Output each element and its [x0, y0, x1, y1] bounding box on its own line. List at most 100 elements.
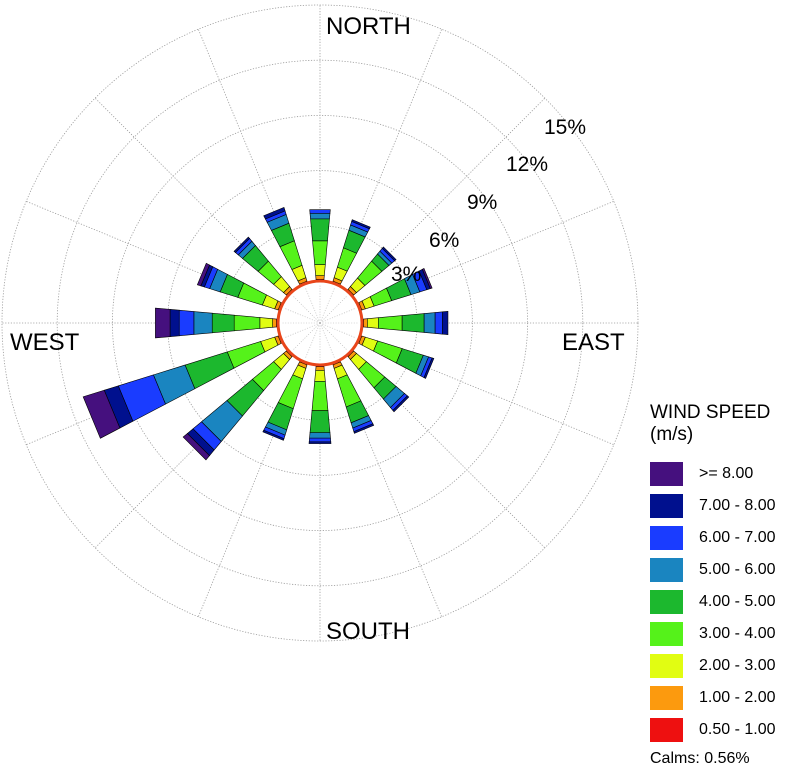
calm-spoke-7: [319, 322, 335, 359]
legend-entry: 6.00 - 7.00: [650, 522, 811, 554]
legend-entry: 2.00 - 3.00: [650, 650, 811, 682]
bar-270-bin-5: [193, 311, 213, 335]
ring-label-3: 3%: [391, 263, 422, 286]
legend-entry: 5.00 - 6.00: [650, 554, 811, 586]
bar-270-bin-1: [272, 318, 277, 328]
legend-entry: >= 8.00: [650, 458, 811, 490]
bar-90-bin-7: [442, 311, 449, 335]
ring-label-12: 12%: [506, 153, 549, 176]
legend-label: 6.00 - 7.00: [699, 529, 776, 546]
sector-45: [346, 246, 397, 297]
bar-337.5-bin-7: [263, 206, 286, 220]
legend-entry: 1.00 - 2.00: [650, 682, 811, 714]
bar-247.5-bin-3: [226, 341, 266, 369]
calm-spoke-9: [305, 322, 321, 359]
sector-225: [182, 349, 294, 461]
legend-swatch: [650, 558, 683, 582]
bar-180-bin-4: [309, 410, 331, 433]
bar-180-bin-1: [315, 366, 325, 371]
sector-112.5: [356, 335, 435, 379]
grid-ring-12: [56, 59, 584, 587]
bar-0-bin-5: [309, 213, 331, 220]
calm-spoke-6: [319, 322, 348, 351]
direction-label-south: SOUTH: [326, 618, 410, 645]
calm-spoke-5: [319, 322, 356, 338]
calm-spoke-10: [292, 322, 321, 351]
sector-337.5: [263, 206, 308, 287]
legend-label: 0.50 - 1.00: [699, 721, 776, 738]
legend-swatch: [650, 654, 683, 678]
calm-spoke-15: [305, 287, 321, 324]
calm-spoke-3: [319, 308, 356, 324]
calm-spoke-2: [319, 295, 348, 324]
ring-label-9: 9%: [467, 191, 498, 214]
legend-swatch: [650, 526, 683, 550]
bar-315-bin-7: [233, 236, 250, 253]
bar-180-bin-2: [314, 370, 326, 382]
calm-spoke-11: [284, 322, 321, 338]
bar-90-bin-4: [401, 313, 425, 333]
sector-315: [233, 236, 294, 297]
legend-entry: 3.00 - 4.00: [650, 618, 811, 650]
bar-270-bin-3: [233, 314, 261, 332]
bar-270-bin-8: [155, 307, 171, 339]
bar-225-bin-8: [182, 433, 210, 461]
bar-22.5-bin-7: [351, 219, 371, 230]
sector-202.5: [262, 359, 308, 441]
direction-label-north: NORTH: [326, 13, 411, 40]
legend-label: 2.00 - 3.00: [699, 657, 776, 674]
bar-180-bin-7: [308, 441, 332, 444]
bar-157.5-bin-7: [353, 423, 375, 434]
bar-0-bin-1: [315, 275, 325, 280]
bar-270-bin-2: [259, 317, 273, 329]
bar-0-bin-6: [309, 209, 331, 214]
bar-90-bin-3: [378, 315, 403, 331]
bar-0-bin-4: [310, 218, 330, 242]
calm-spoke-13: [284, 308, 321, 324]
legend-swatch: [650, 686, 683, 710]
sector-67.5: [356, 267, 433, 311]
bar-270-bin-6: [178, 309, 195, 337]
calm-circle: [276, 279, 364, 367]
legend-swatch: [650, 590, 683, 614]
direction-label-west: WEST: [10, 329, 80, 356]
ring-label-6: 6%: [429, 229, 460, 252]
bar-202.5-bin-7: [262, 429, 285, 441]
legend-label: 5.00 - 6.00: [699, 561, 776, 578]
sector-180: [308, 364, 332, 444]
calms-label: Calms: 0.56%: [650, 750, 750, 767]
legend-label: 3.00 - 4.00: [699, 625, 776, 642]
sector-270: [155, 307, 279, 339]
bar-45-bin-7: [381, 246, 397, 262]
bar-0-bin-2: [314, 264, 326, 276]
bar-270-bin-4: [211, 312, 235, 334]
bar-0-bin-3: [312, 240, 328, 265]
legend: WIND SPEED (m/s) >= 8.00 7.00 - 8.00 6.00 …: [650, 402, 811, 746]
bar-180-bin-3: [311, 381, 329, 411]
bar-90-bin-6: [434, 311, 443, 335]
wind-rose-bars: [82, 206, 449, 461]
bar-180-bin-6: [308, 437, 332, 443]
calm-spoke-14: [292, 295, 321, 324]
legend-label: 7.00 - 8.00: [699, 497, 776, 514]
legend-entry: 4.00 - 5.00: [650, 586, 811, 618]
legend-entry: 0.50 - 1.00: [650, 714, 811, 746]
sector-135: [346, 349, 410, 413]
ring-label-15: 15%: [544, 116, 587, 139]
legend-label: 1.00 - 2.00: [699, 689, 776, 706]
sector-90: [361, 311, 449, 335]
bar-135-bin-7: [392, 395, 410, 413]
legend-entry: 7.00 - 8.00: [650, 490, 811, 522]
calm-spoke-1: [319, 287, 335, 324]
legend-label: >= 8.00: [699, 465, 754, 482]
bar-247.5-bin-8: [82, 389, 121, 439]
legend-unit: (m/s): [650, 424, 694, 445]
direction-label-east: EAST: [562, 329, 625, 356]
bar-90-bin-2: [367, 317, 379, 329]
bar-90-bin-1: [363, 318, 368, 328]
bar-67.5-bin-8: [421, 267, 433, 289]
sector-0: [309, 209, 331, 282]
grid-ring-15: [1, 4, 639, 642]
